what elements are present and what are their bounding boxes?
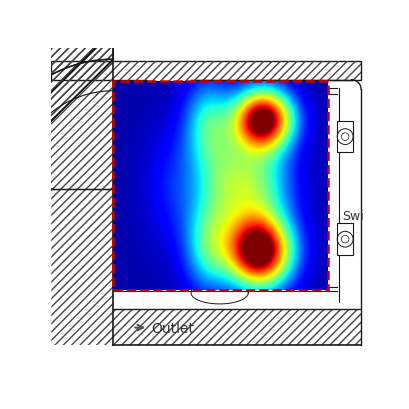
Polygon shape <box>51 62 360 98</box>
Polygon shape <box>0 32 113 345</box>
FancyBboxPatch shape <box>336 121 352 153</box>
Text: Outlet: Outlet <box>151 321 194 335</box>
FancyBboxPatch shape <box>336 224 352 255</box>
Text: Swi: Swi <box>341 209 363 222</box>
Bar <box>113 82 327 290</box>
Polygon shape <box>0 32 113 189</box>
Polygon shape <box>113 309 360 345</box>
